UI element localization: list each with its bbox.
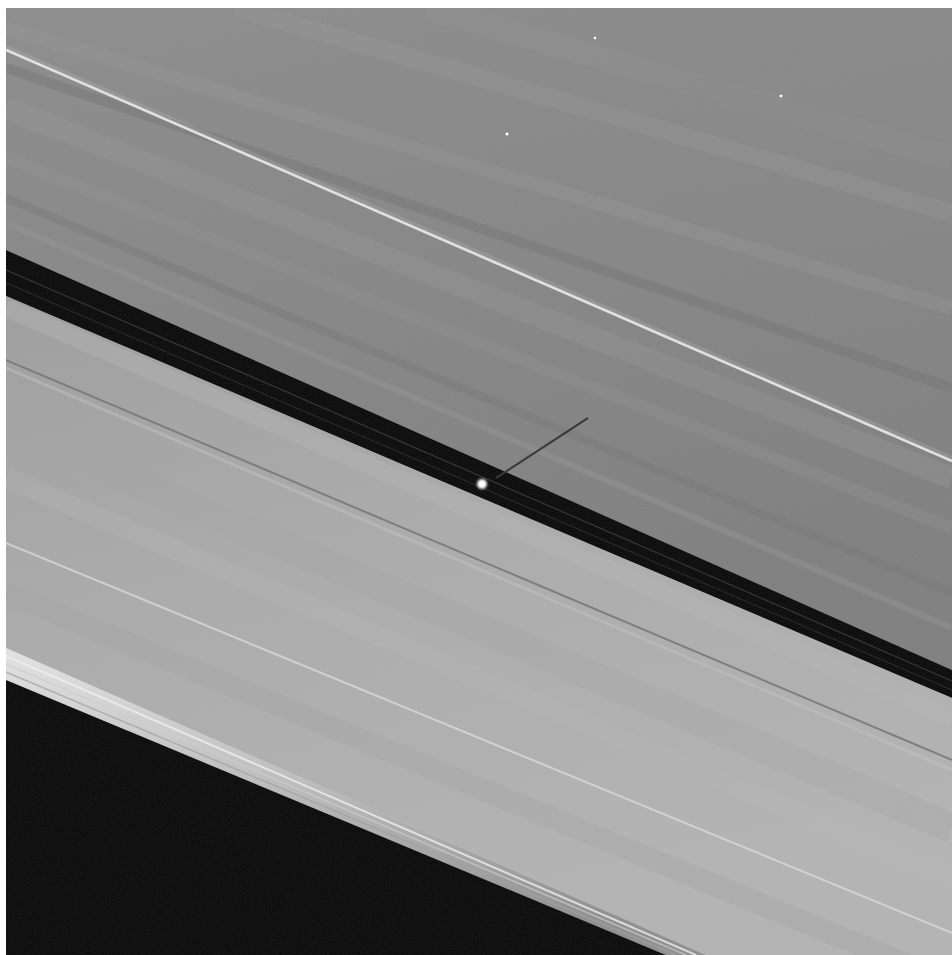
- stars: [505, 36, 783, 136]
- star: [779, 94, 783, 98]
- moonlet-core: [479, 481, 485, 487]
- star: [505, 132, 509, 136]
- star: [593, 36, 597, 40]
- saturn-rings-photo: [6, 8, 952, 955]
